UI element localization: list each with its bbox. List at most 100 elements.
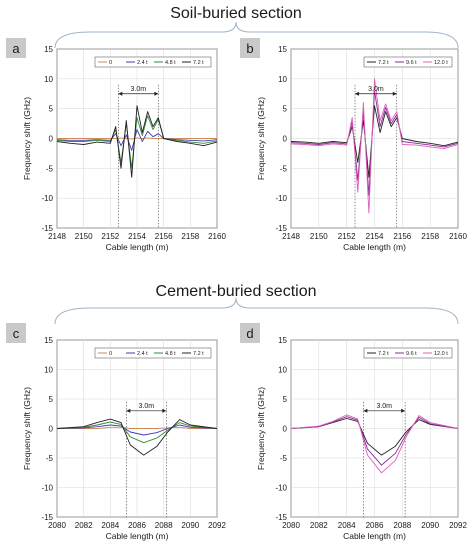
y-tick-label: -15 <box>275 224 287 233</box>
x-tick-label: 2152 <box>338 232 356 241</box>
legend-entry-label: 9.6 t <box>406 60 417 66</box>
legend-entry-label: 0 <box>109 351 112 357</box>
span-arrow-head-right <box>401 408 406 413</box>
span-arrow-head-right <box>154 91 159 96</box>
panel-label: b <box>246 41 253 56</box>
y-tick-label: -10 <box>275 484 287 493</box>
series-line <box>290 90 459 196</box>
y-tick-label: 15 <box>44 336 53 345</box>
legend-box <box>94 56 212 68</box>
y-tick-label: 15 <box>44 45 53 54</box>
legend-entry-label: 2.4 t <box>137 60 148 66</box>
x-tick-label: 2148 <box>48 232 66 241</box>
span-arrow-head-right <box>392 91 397 96</box>
y-tick-label: 5 <box>283 395 288 404</box>
y-tick-label: 10 <box>278 366 287 375</box>
series-line <box>57 137 217 140</box>
y-tick-label: -15 <box>41 513 53 522</box>
x-tick-label: 2082 <box>75 521 93 530</box>
y-tick-label: 10 <box>44 366 53 375</box>
legend-entry-label: 12.0 t <box>434 60 448 66</box>
x-tick-label: 2086 <box>366 521 384 530</box>
y-tick-label: 15 <box>278 45 287 54</box>
x-tick-label: 2088 <box>155 521 173 530</box>
x-tick-label: 2090 <box>421 521 439 530</box>
x-tick-label: 2092 <box>208 521 226 530</box>
x-tick-label: 2160 <box>449 232 467 241</box>
panel-d: d 2080 2082 2084 2086 2088 2090 2092 -15 -10 -5 0 5 1… <box>240 323 467 541</box>
panel-label-box <box>240 38 260 58</box>
span-arrow-head-right <box>162 408 167 413</box>
y-tick-label: 5 <box>49 395 54 404</box>
span-arrow-head-left <box>118 91 123 96</box>
x-tick-label: 2154 <box>366 232 384 241</box>
series-line <box>290 414 459 474</box>
x-tick-label: 2082 <box>310 521 328 530</box>
x-tick-label: 2148 <box>282 232 300 241</box>
panel-c: c 2080 2082 2084 2086 2088 2090 2092 -15 -10 -5 0 5 1… <box>6 323 226 541</box>
x-axis-label: Cable length (m) <box>106 531 169 541</box>
legend-entry-label: 12.0 t <box>434 351 448 357</box>
series-line <box>56 424 218 436</box>
y-tick-label: 10 <box>278 75 287 84</box>
x-tick-label: 2156 <box>393 232 411 241</box>
series-line <box>290 105 459 178</box>
series-line <box>56 105 218 178</box>
x-tick-label: 2158 <box>421 232 439 241</box>
span-annotation: 3.0m <box>376 403 392 410</box>
series-line <box>56 115 218 169</box>
soil-section-brace <box>54 21 459 49</box>
x-tick-label: 2090 <box>181 521 199 530</box>
y-tick-label: -10 <box>275 194 287 203</box>
y-tick-label: -10 <box>41 194 53 203</box>
y-axis-label: Frequency shift (GHz) <box>22 97 32 180</box>
panel-label: a <box>12 41 20 56</box>
y-axis-label: Frequency shift (GHz) <box>256 387 266 470</box>
span-annotation: 3.0m <box>131 86 147 93</box>
span-arrow-head-left <box>363 408 368 413</box>
legend-entry-label: 2.4 t <box>137 351 148 357</box>
panel-label-box <box>6 323 26 343</box>
section-title-soil: Soil-buried section <box>170 5 302 22</box>
x-tick-label: 2080 <box>282 521 300 530</box>
panel-label: c <box>13 326 20 341</box>
panel-label-box <box>6 38 26 58</box>
legend-entry-label: 0 <box>109 60 112 66</box>
x-tick-label: 2150 <box>75 232 93 241</box>
series-line <box>290 418 459 456</box>
y-tick-label: 5 <box>49 105 54 114</box>
x-axis-label: Cable length (m) <box>106 242 169 252</box>
legend-entry-label: 7.2 t <box>378 60 389 66</box>
legend-entry-label: 4.8 t <box>165 351 176 357</box>
x-tick-label: 2158 <box>181 232 199 241</box>
legend-entry-label: 7.2 t <box>193 60 204 66</box>
y-tick-label: -10 <box>41 484 53 493</box>
y-axis-label: Frequency shift (GHz) <box>22 387 32 470</box>
x-tick-label: 2086 <box>128 521 146 530</box>
cement-section-brace <box>54 297 459 325</box>
x-tick-label: 2156 <box>155 232 173 241</box>
legend-entry-label: 9.6 t <box>406 351 417 357</box>
panel-label: d <box>246 326 253 341</box>
panel-a: a 2148 2150 2152 2154 2156 2158 2160 -15 -10 -5 0 5 1… <box>6 38 226 252</box>
legend-entry-label: 4.8 t <box>165 60 176 66</box>
y-axis-label: Frequency shift (GHz) <box>256 97 266 180</box>
y-tick-label: -5 <box>46 164 54 173</box>
y-tick-label: 5 <box>283 105 288 114</box>
y-tick-label: 10 <box>44 75 53 84</box>
section-title-cement: Cement-buried section <box>156 283 317 300</box>
y-tick-label: -15 <box>275 513 287 522</box>
span-annotation: 3.0m <box>368 86 384 93</box>
y-tick-label: 15 <box>278 336 287 345</box>
legend-box <box>363 347 453 359</box>
x-tick-label: 2154 <box>128 232 146 241</box>
y-tick-label: 0 <box>49 425 54 434</box>
span-arrow-head-left <box>355 91 360 96</box>
legend-entry-label: 7.2 t <box>193 351 204 357</box>
series-line <box>290 416 459 466</box>
span-annotation: 3.0m <box>139 403 155 410</box>
x-tick-label: 2084 <box>338 521 356 530</box>
series-line <box>290 78 459 214</box>
y-tick-label: -5 <box>46 454 54 463</box>
series-line <box>57 426 217 429</box>
